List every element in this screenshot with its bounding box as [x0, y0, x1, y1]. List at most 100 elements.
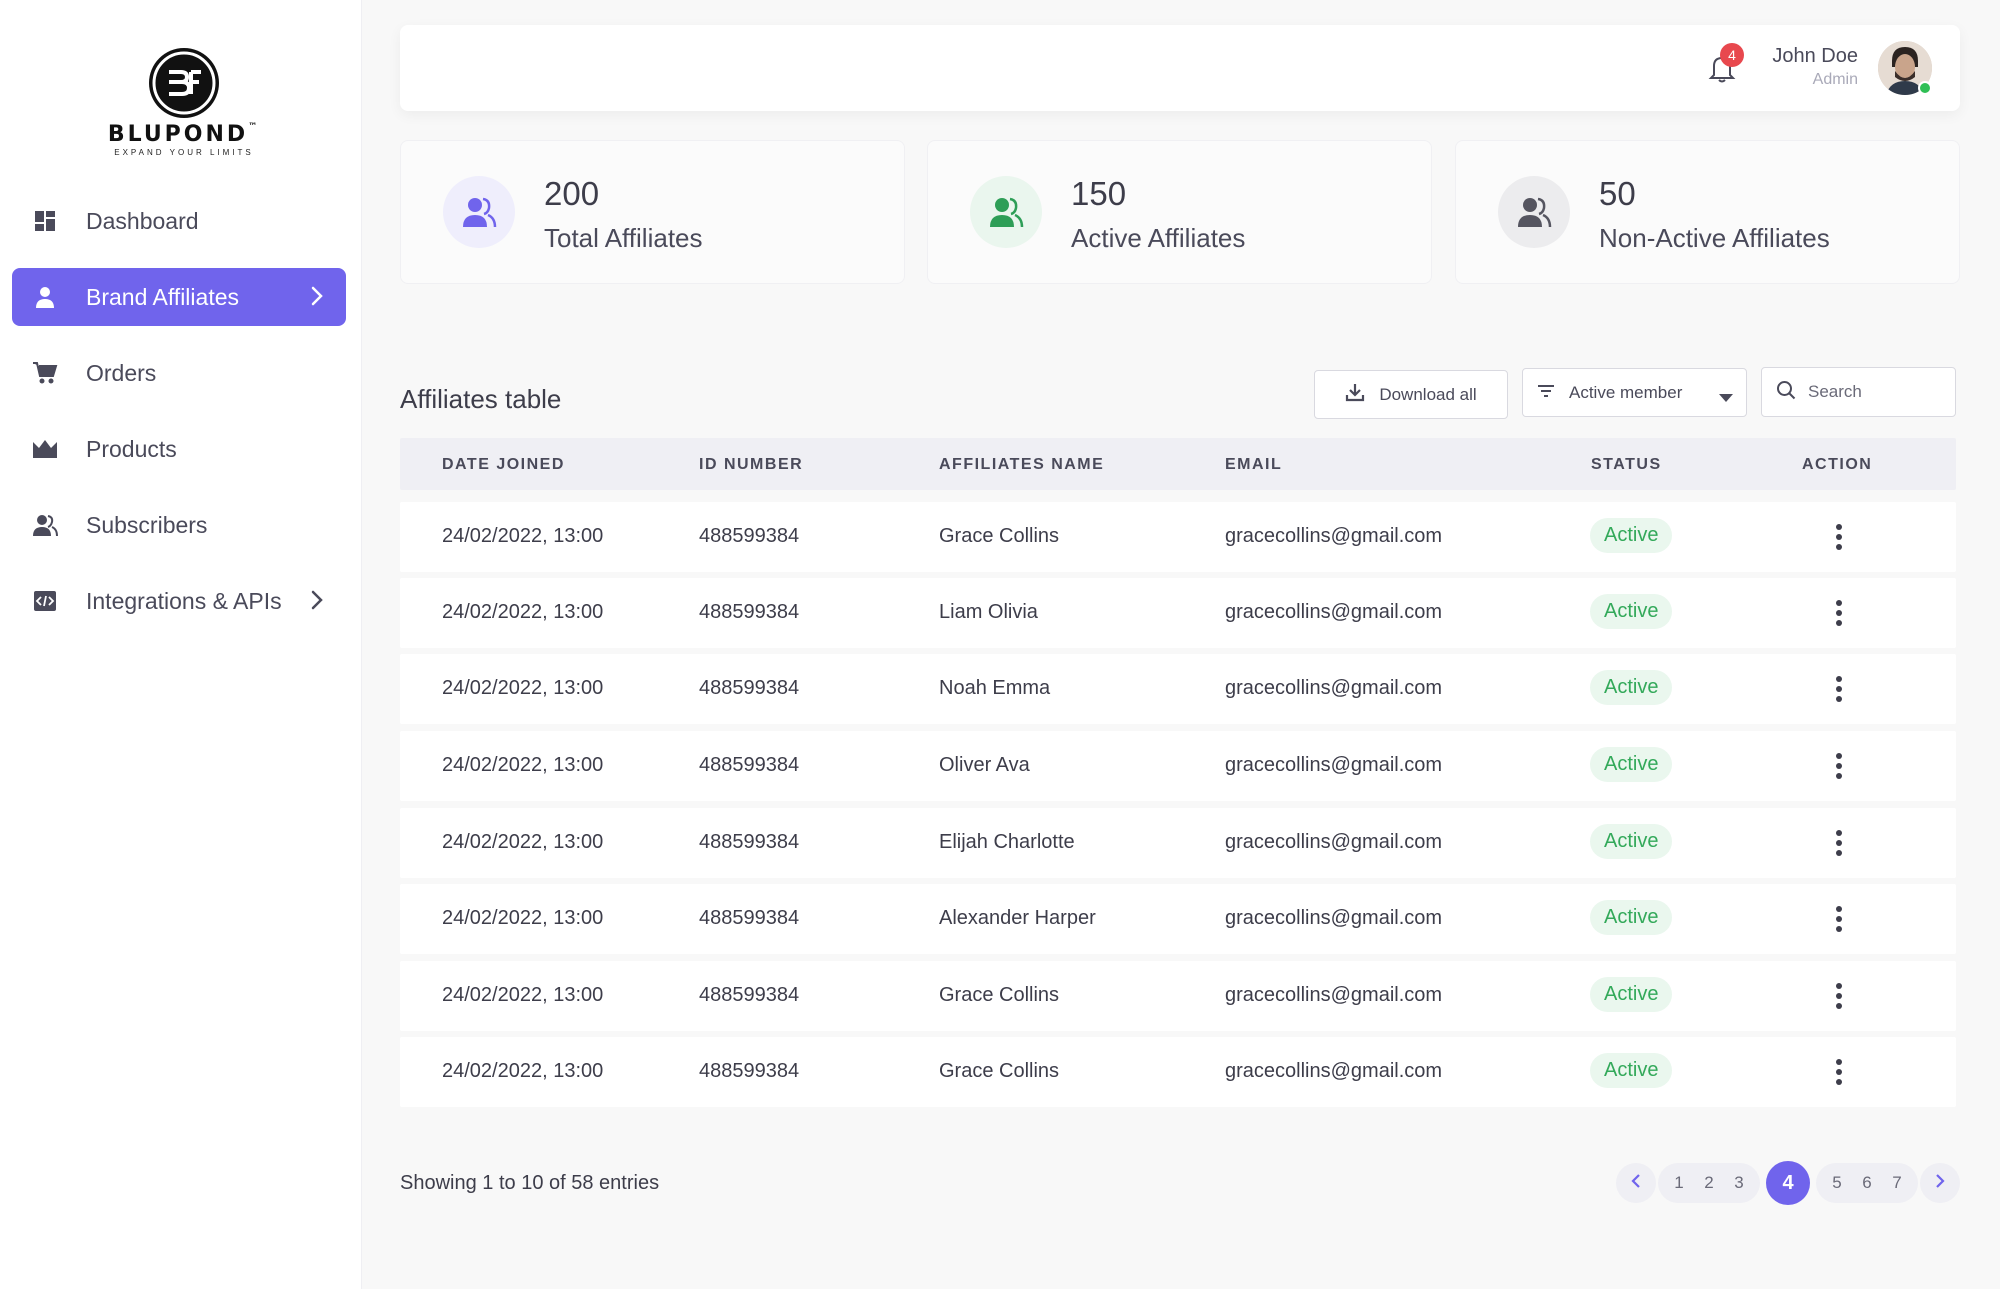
- page-6[interactable]: 6: [1862, 1173, 1872, 1192]
- sidebar-item-label: Brand Affiliates: [86, 283, 240, 310]
- page-5[interactable]: 5: [1832, 1173, 1842, 1192]
- table-row[interactable]: 24/02/2022, 13:00 488599384 Oliver Ava g…: [400, 731, 1956, 801]
- brand-name: BLUPOND™: [107, 122, 261, 147]
- user-name[interactable]: John Doe: [1772, 45, 1858, 67]
- cell-date: 24/02/2022, 13:00: [442, 601, 604, 623]
- stat-card-active: 150 Active Affiliates: [927, 140, 1432, 284]
- users-icon: [443, 176, 515, 248]
- sidebar-item-integrations[interactable]: Integrations & APIs: [12, 572, 346, 630]
- column-header-id[interactable]: ID NUMBER: [699, 456, 804, 473]
- table-row[interactable]: 24/02/2022, 13:00 488599384 Elijah Charl…: [400, 808, 1956, 878]
- download-icon: [1345, 382, 1365, 407]
- table-row[interactable]: 24/02/2022, 13:00 488599384 Alexander Ha…: [400, 884, 1956, 954]
- status-badge: Active: [1590, 900, 1673, 935]
- more-options-icon[interactable]: [1830, 524, 1848, 550]
- stat-label: Total Affiliates: [544, 223, 703, 253]
- status-badge: Active: [1590, 977, 1673, 1012]
- avatar[interactable]: [1878, 41, 1932, 95]
- stat-value: 200: [544, 175, 600, 212]
- cell-id: 488599384: [699, 754, 800, 776]
- crown-icon: [32, 436, 58, 462]
- cell-name: Alexander Harper: [939, 907, 1096, 929]
- member-filter-select[interactable]: Active member: [1522, 368, 1747, 417]
- page-3[interactable]: 3: [1734, 1173, 1744, 1192]
- cell-name: Grace Collins: [939, 525, 1060, 547]
- stat-value: 50: [1599, 175, 1636, 212]
- column-header-date[interactable]: DATE JOINED: [442, 456, 565, 473]
- table-row[interactable]: 24/02/2022, 13:00 488599384 Noah Emma gr…: [400, 654, 1956, 724]
- dashboard-icon: [32, 208, 58, 234]
- cart-icon: [32, 360, 58, 386]
- more-options-icon[interactable]: [1830, 753, 1848, 779]
- page-current[interactable]: 4: [1766, 1161, 1810, 1205]
- cell-date: 24/02/2022, 13:00: [442, 1060, 604, 1082]
- trademark: ™: [248, 122, 261, 132]
- next-page-button[interactable]: [1920, 1163, 1960, 1203]
- cell-name: Liam Olivia: [939, 601, 1038, 623]
- more-options-icon[interactable]: [1830, 1059, 1848, 1085]
- subscribers-icon: [32, 512, 58, 538]
- sidebar-item-label: Products: [86, 435, 177, 462]
- sidebar-item-products[interactable]: Products: [12, 420, 346, 478]
- chevron-right-icon: [310, 589, 324, 617]
- stat-value: 150: [1071, 175, 1127, 212]
- filter-value: Active member: [1569, 382, 1683, 402]
- cell-id: 488599384: [699, 1060, 800, 1082]
- sidebar-nav: Dashboard Brand Affiliates Orders Produc…: [12, 192, 346, 648]
- cell-id: 488599384: [699, 831, 800, 853]
- column-header-action: ACTION: [1802, 456, 1873, 473]
- cell-name: Oliver Ava: [939, 754, 1030, 776]
- sidebar-item-subscribers[interactable]: Subscribers: [12, 496, 346, 554]
- status-badge: Active: [1590, 518, 1673, 553]
- search-input[interactable]: [1808, 382, 1938, 402]
- more-options-icon[interactable]: [1830, 676, 1848, 702]
- cell-date: 24/02/2022, 13:00: [442, 525, 604, 547]
- person-icon: [32, 284, 58, 310]
- sidebar-item-dashboard[interactable]: Dashboard: [12, 192, 346, 250]
- search-box[interactable]: [1761, 367, 1956, 417]
- download-all-button[interactable]: Download all: [1314, 370, 1508, 419]
- more-options-icon[interactable]: [1830, 906, 1848, 932]
- column-header-email[interactable]: EMAIL: [1225, 456, 1283, 473]
- page-7[interactable]: 7: [1892, 1173, 1902, 1192]
- sidebar-item-orders[interactable]: Orders: [12, 344, 346, 402]
- column-header-status[interactable]: STATUS: [1591, 456, 1662, 473]
- search-icon: [1776, 380, 1796, 405]
- table-title: Affiliates table: [400, 384, 562, 414]
- page-2[interactable]: 2: [1704, 1173, 1714, 1192]
- more-options-icon[interactable]: [1830, 983, 1848, 1009]
- logo-mark-icon: [149, 48, 219, 118]
- more-options-icon[interactable]: [1830, 600, 1848, 626]
- code-icon: [32, 588, 58, 614]
- cell-date: 24/02/2022, 13:00: [442, 831, 604, 853]
- table-row[interactable]: 24/02/2022, 13:00 488599384 Liam Olivia …: [400, 578, 1956, 648]
- cell-name: Elijah Charlotte: [939, 831, 1075, 853]
- prev-page-button[interactable]: [1616, 1163, 1656, 1203]
- brand-tagline: EXPAND YOUR LIMITS: [114, 148, 254, 157]
- page-list-right: 5 6 7: [1816, 1163, 1918, 1203]
- table-row[interactable]: 24/02/2022, 13:00 488599384 Grace Collin…: [400, 502, 1956, 572]
- cell-date: 24/02/2022, 13:00: [442, 754, 604, 776]
- cell-email: gracecollins@gmail.com: [1225, 601, 1443, 623]
- online-status-dot: [1918, 81, 1932, 95]
- status-badge: Active: [1590, 824, 1673, 859]
- cell-id: 488599384: [699, 601, 800, 623]
- sidebar-item-label: Orders: [86, 359, 157, 386]
- chevron-right-icon: [1934, 1173, 1946, 1194]
- cell-name: Noah Emma: [939, 677, 1051, 699]
- cell-date: 24/02/2022, 13:00: [442, 907, 604, 929]
- user-role: Admin: [1812, 71, 1858, 88]
- stat-label: Non-Active Affiliates: [1599, 223, 1830, 253]
- table-row[interactable]: 24/02/2022, 13:00 488599384 Grace Collin…: [400, 1037, 1956, 1107]
- table-row[interactable]: 24/02/2022, 13:00 488599384 Grace Collin…: [400, 961, 1956, 1031]
- column-header-name[interactable]: AFFILIATES NAME: [939, 456, 1105, 473]
- users-icon: [1498, 176, 1570, 248]
- brand-logo[interactable]: BLUPOND™ EXPAND YOUR LIMITS: [94, 48, 274, 157]
- more-options-icon[interactable]: [1830, 830, 1848, 856]
- download-all-label: Download all: [1379, 384, 1477, 404]
- status-badge: Active: [1590, 594, 1673, 629]
- table-header: DATE JOINED ID NUMBER AFFILIATES NAME EM…: [400, 438, 1956, 490]
- sidebar-item-brand-affiliates[interactable]: Brand Affiliates: [12, 268, 346, 326]
- cell-date: 24/02/2022, 13:00: [442, 984, 604, 1006]
- page-1[interactable]: 1: [1674, 1173, 1684, 1192]
